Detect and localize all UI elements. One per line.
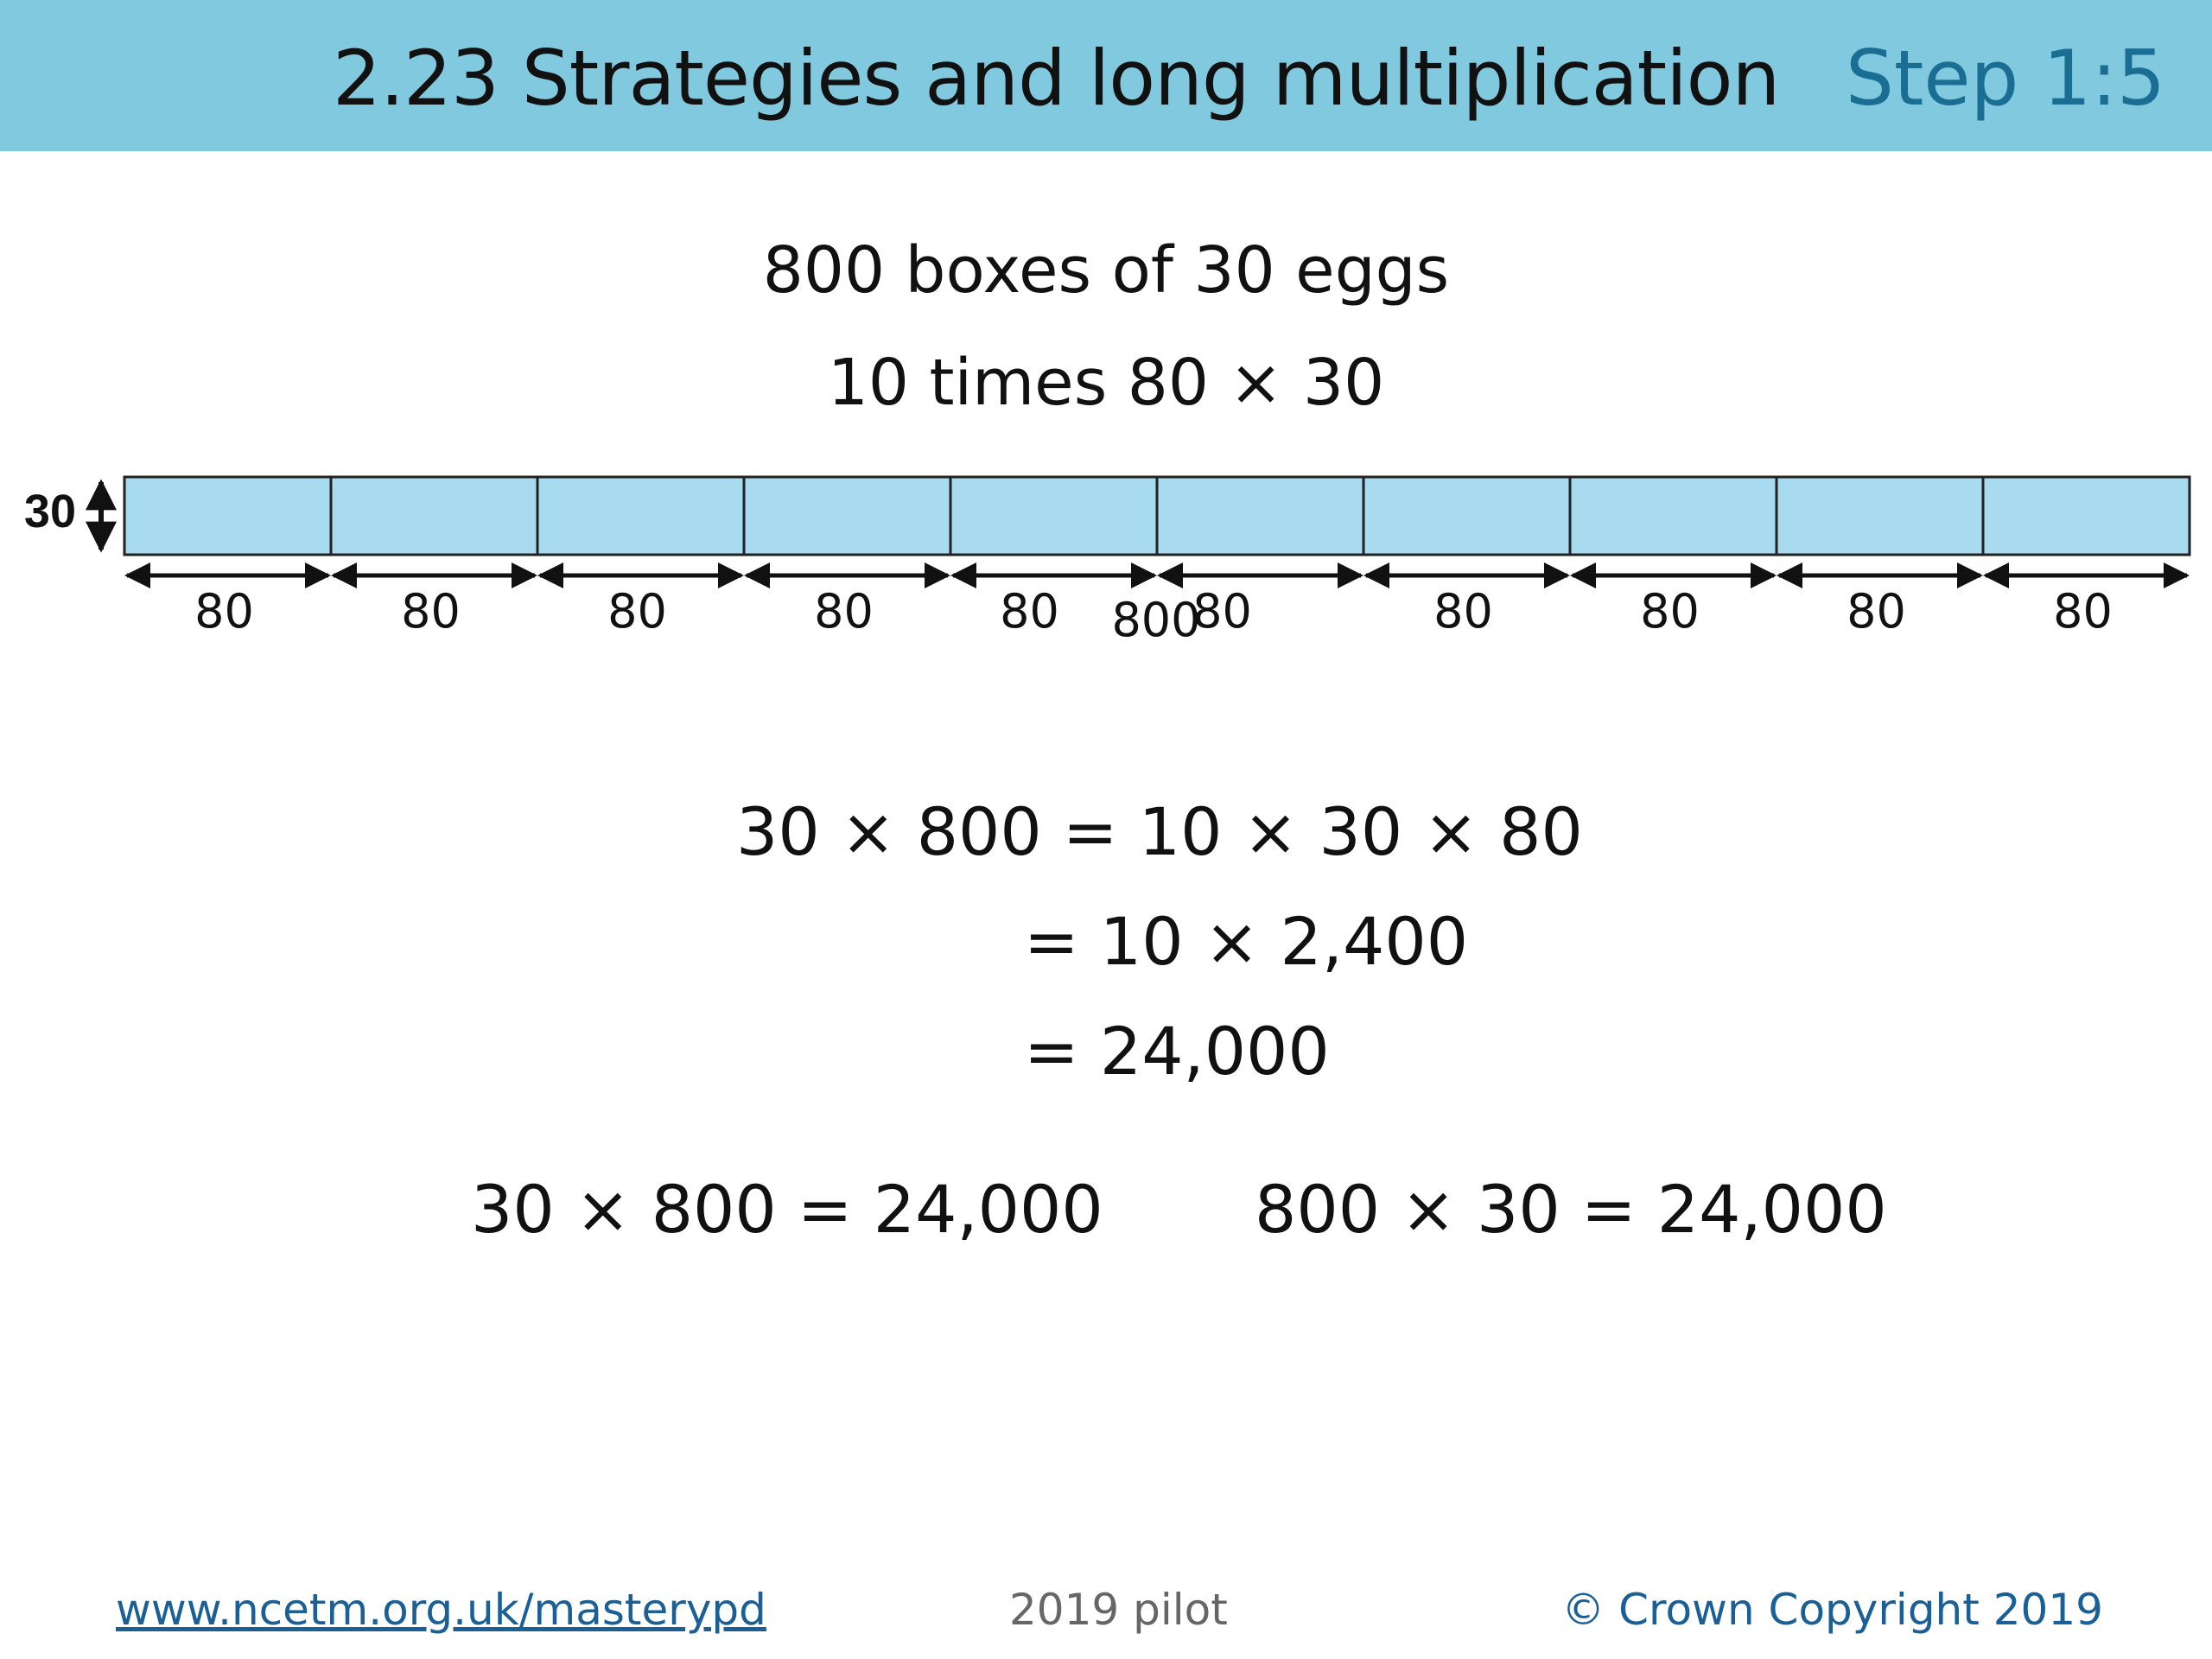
header-bar: 2.23 Strategies and long multiplication … [0,0,2212,151]
bar-segment [329,475,539,556]
segment-label: 80 [1640,584,1700,639]
segment-label: 80 [1000,584,1059,639]
lesson-title: 2.23 Strategies and long multiplication [333,34,1780,123]
working-line-2: = 10 × 2,400 [1024,903,1469,980]
total-label: 800 [1111,593,1200,647]
bar-segment [1155,475,1365,556]
working-line-1: 30 × 800 = 10 × 30 × 80 [736,793,1583,870]
bar-segment [1775,475,1985,556]
bar-segment [1568,475,1778,556]
segment-label: 80 [1433,584,1493,639]
pilot-label: 2019 pilot [1009,1585,1228,1635]
result-right: 800 × 30 = 24,000 [1255,1171,1887,1248]
problem-reframe: 10 times 80 × 30 [827,346,1385,420]
segment-label: 80 [814,584,874,639]
working-line-3: = 24,000 [1024,1013,1330,1090]
bar-segment [123,475,333,556]
ncetm-link[interactable]: www.ncetm.org.uk/masterypd [116,1585,766,1635]
step-indicator: Step 1:5 [1846,34,2165,123]
copyright-notice: © Crown Copyright 2019 [1561,1585,2103,1635]
segment-label: 80 [1192,584,1252,639]
bar-segment [1981,475,2191,556]
height-label: 30 [24,486,76,537]
bar-model-diagram: 80 80 80 80 80 80 80 80 80 80 30 800 [24,475,2191,647]
segment-label: 80 [401,584,461,639]
segment-label: 80 [1847,584,1906,639]
segment-label: 80 [607,584,667,639]
bar-segment [949,475,1159,556]
bar-segment [1362,475,1572,556]
segment-label: 80 [2053,584,2113,639]
bar-segment [536,475,746,556]
segment-label: 80 [194,584,254,639]
problem-statement: 800 boxes of 30 eggs [762,233,1450,308]
result-left: 30 × 800 = 24,000 [471,1171,1103,1248]
bar-segment [742,475,952,556]
